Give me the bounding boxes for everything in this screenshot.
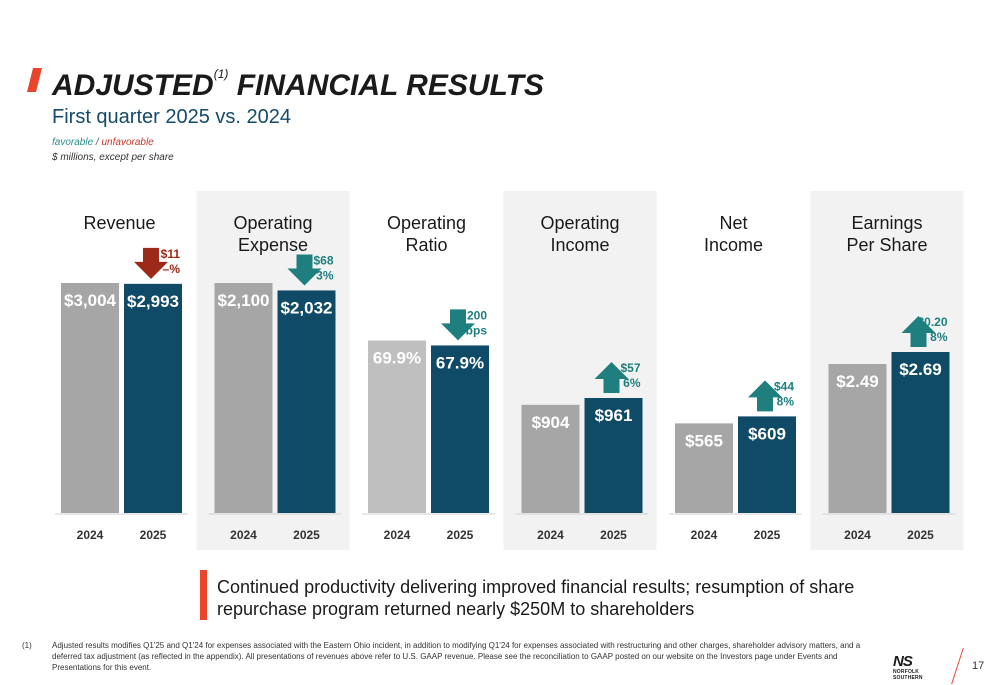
year-tick-label: 2024: [844, 528, 871, 542]
bar-value-label: $3,004: [64, 291, 117, 310]
year-tick-label: 2024: [384, 528, 411, 542]
change-percent: 3%: [316, 268, 334, 282]
slide-subtitle: First quarter 2025 vs. 2024: [52, 106, 292, 128]
bar-value-label: $2,032: [281, 298, 333, 317]
bar-value-label: $2,100: [218, 291, 270, 310]
bar-value-label: $904: [532, 413, 570, 432]
change-amount: $68: [313, 253, 333, 267]
change-amount: 200: [467, 308, 487, 322]
bar-value-label: $2.49: [836, 372, 879, 391]
year-tick-label: 2024: [230, 528, 257, 542]
year-tick-label: 2025: [907, 528, 934, 542]
legend-separator: /: [93, 137, 102, 148]
bar-2024: [214, 283, 273, 513]
color-legend: favorable / unfavorable: [52, 137, 154, 148]
panel-title-line: Income: [550, 235, 609, 255]
footnote: (1) Adjusted results modifies Q1'25 and …: [22, 640, 862, 673]
arrow-down-icon: [134, 247, 168, 279]
change-amount: $57: [620, 361, 640, 375]
title-rest: FINANCIAL RESULTS: [228, 69, 544, 102]
callout-accent-bar: [200, 570, 207, 620]
bar-value-label: 67.9%: [436, 353, 484, 372]
change-percent: –%: [163, 262, 181, 276]
change-amount: $44: [774, 379, 794, 393]
footnote-marker: (1): [22, 641, 32, 650]
title-main: ADJUSTED: [52, 69, 214, 102]
change-percent: 6%: [623, 376, 641, 390]
title-footnote-marker: (1): [213, 67, 229, 81]
bar-2025: [124, 283, 182, 513]
arrow-up-icon: [748, 380, 782, 412]
slide-title: ADJUSTED(1) FINANCIAL RESULTS: [27, 62, 544, 102]
bar-2024: [828, 363, 887, 513]
panel-title-line: Expense: [238, 235, 308, 255]
callout-text: Continued productivity delivering improv…: [217, 577, 855, 619]
bar-value-label: $961: [595, 406, 633, 425]
panel-title-line: Income: [704, 235, 763, 255]
panel-title-line: Operating: [540, 213, 619, 233]
year-tick-label: 2024: [537, 528, 564, 542]
page-number: 17: [972, 660, 985, 672]
change-amount: $0.20: [917, 315, 947, 329]
bar-value-label: $565: [685, 431, 723, 450]
year-tick-label: 2025: [140, 528, 167, 542]
panel-title-line: Per Share: [846, 235, 927, 255]
logo-text: NORFOLK SOUTHERN: [893, 669, 923, 681]
arrow-up-icon: [594, 362, 629, 393]
panel-title-line: Operating: [233, 213, 312, 233]
change-percent: 8%: [777, 394, 795, 408]
change-percent: bps: [466, 323, 488, 337]
bar-value-label: $609: [748, 424, 786, 443]
bar-2025: [277, 290, 336, 513]
units-note: $ millions, except per share: [52, 152, 174, 163]
change-amount: $11: [161, 247, 181, 261]
bar-2025: [738, 416, 796, 513]
logo-mark: NS: [893, 653, 913, 670]
legend-favorable: favorable: [52, 137, 94, 148]
bar-value-label: 69.9%: [373, 349, 421, 368]
arrow-down-icon: [287, 254, 322, 286]
year-tick-label: 2024: [691, 528, 718, 542]
footnote-text: Adjusted results modifies Q1'25 and Q1'2…: [52, 641, 861, 672]
bar-2025: [891, 352, 950, 513]
bar-value-label: $2.69: [899, 360, 942, 379]
panel-title-line: Ratio: [405, 235, 447, 255]
bar-2024: [521, 404, 580, 513]
year-tick-label: 2025: [447, 528, 474, 542]
arrow-up-icon: [901, 316, 936, 347]
year-tick-label: 2025: [754, 528, 781, 542]
year-tick-label: 2025: [293, 528, 320, 542]
arrow-down-icon: [441, 309, 475, 341]
panel-title-line: Revenue: [83, 213, 155, 233]
bar-2025: [584, 398, 643, 513]
bar-2024: [368, 340, 426, 513]
bar-2025: [431, 345, 489, 513]
panel-title-line: Net: [719, 213, 747, 233]
year-tick-label: 2025: [600, 528, 627, 542]
bar-2024: [61, 283, 119, 513]
bar-2024: [675, 423, 733, 513]
legend-unfavorable: unfavorable: [101, 137, 154, 148]
company-logo: NS NORFOLK SOUTHERN: [893, 653, 945, 681]
year-tick-label: 2024: [77, 528, 104, 542]
change-percent: 8%: [930, 330, 948, 344]
panel-title-line: Operating: [387, 213, 466, 233]
bar-value-label: $2,993: [127, 292, 179, 311]
panel-title-line: Earnings: [851, 213, 922, 233]
